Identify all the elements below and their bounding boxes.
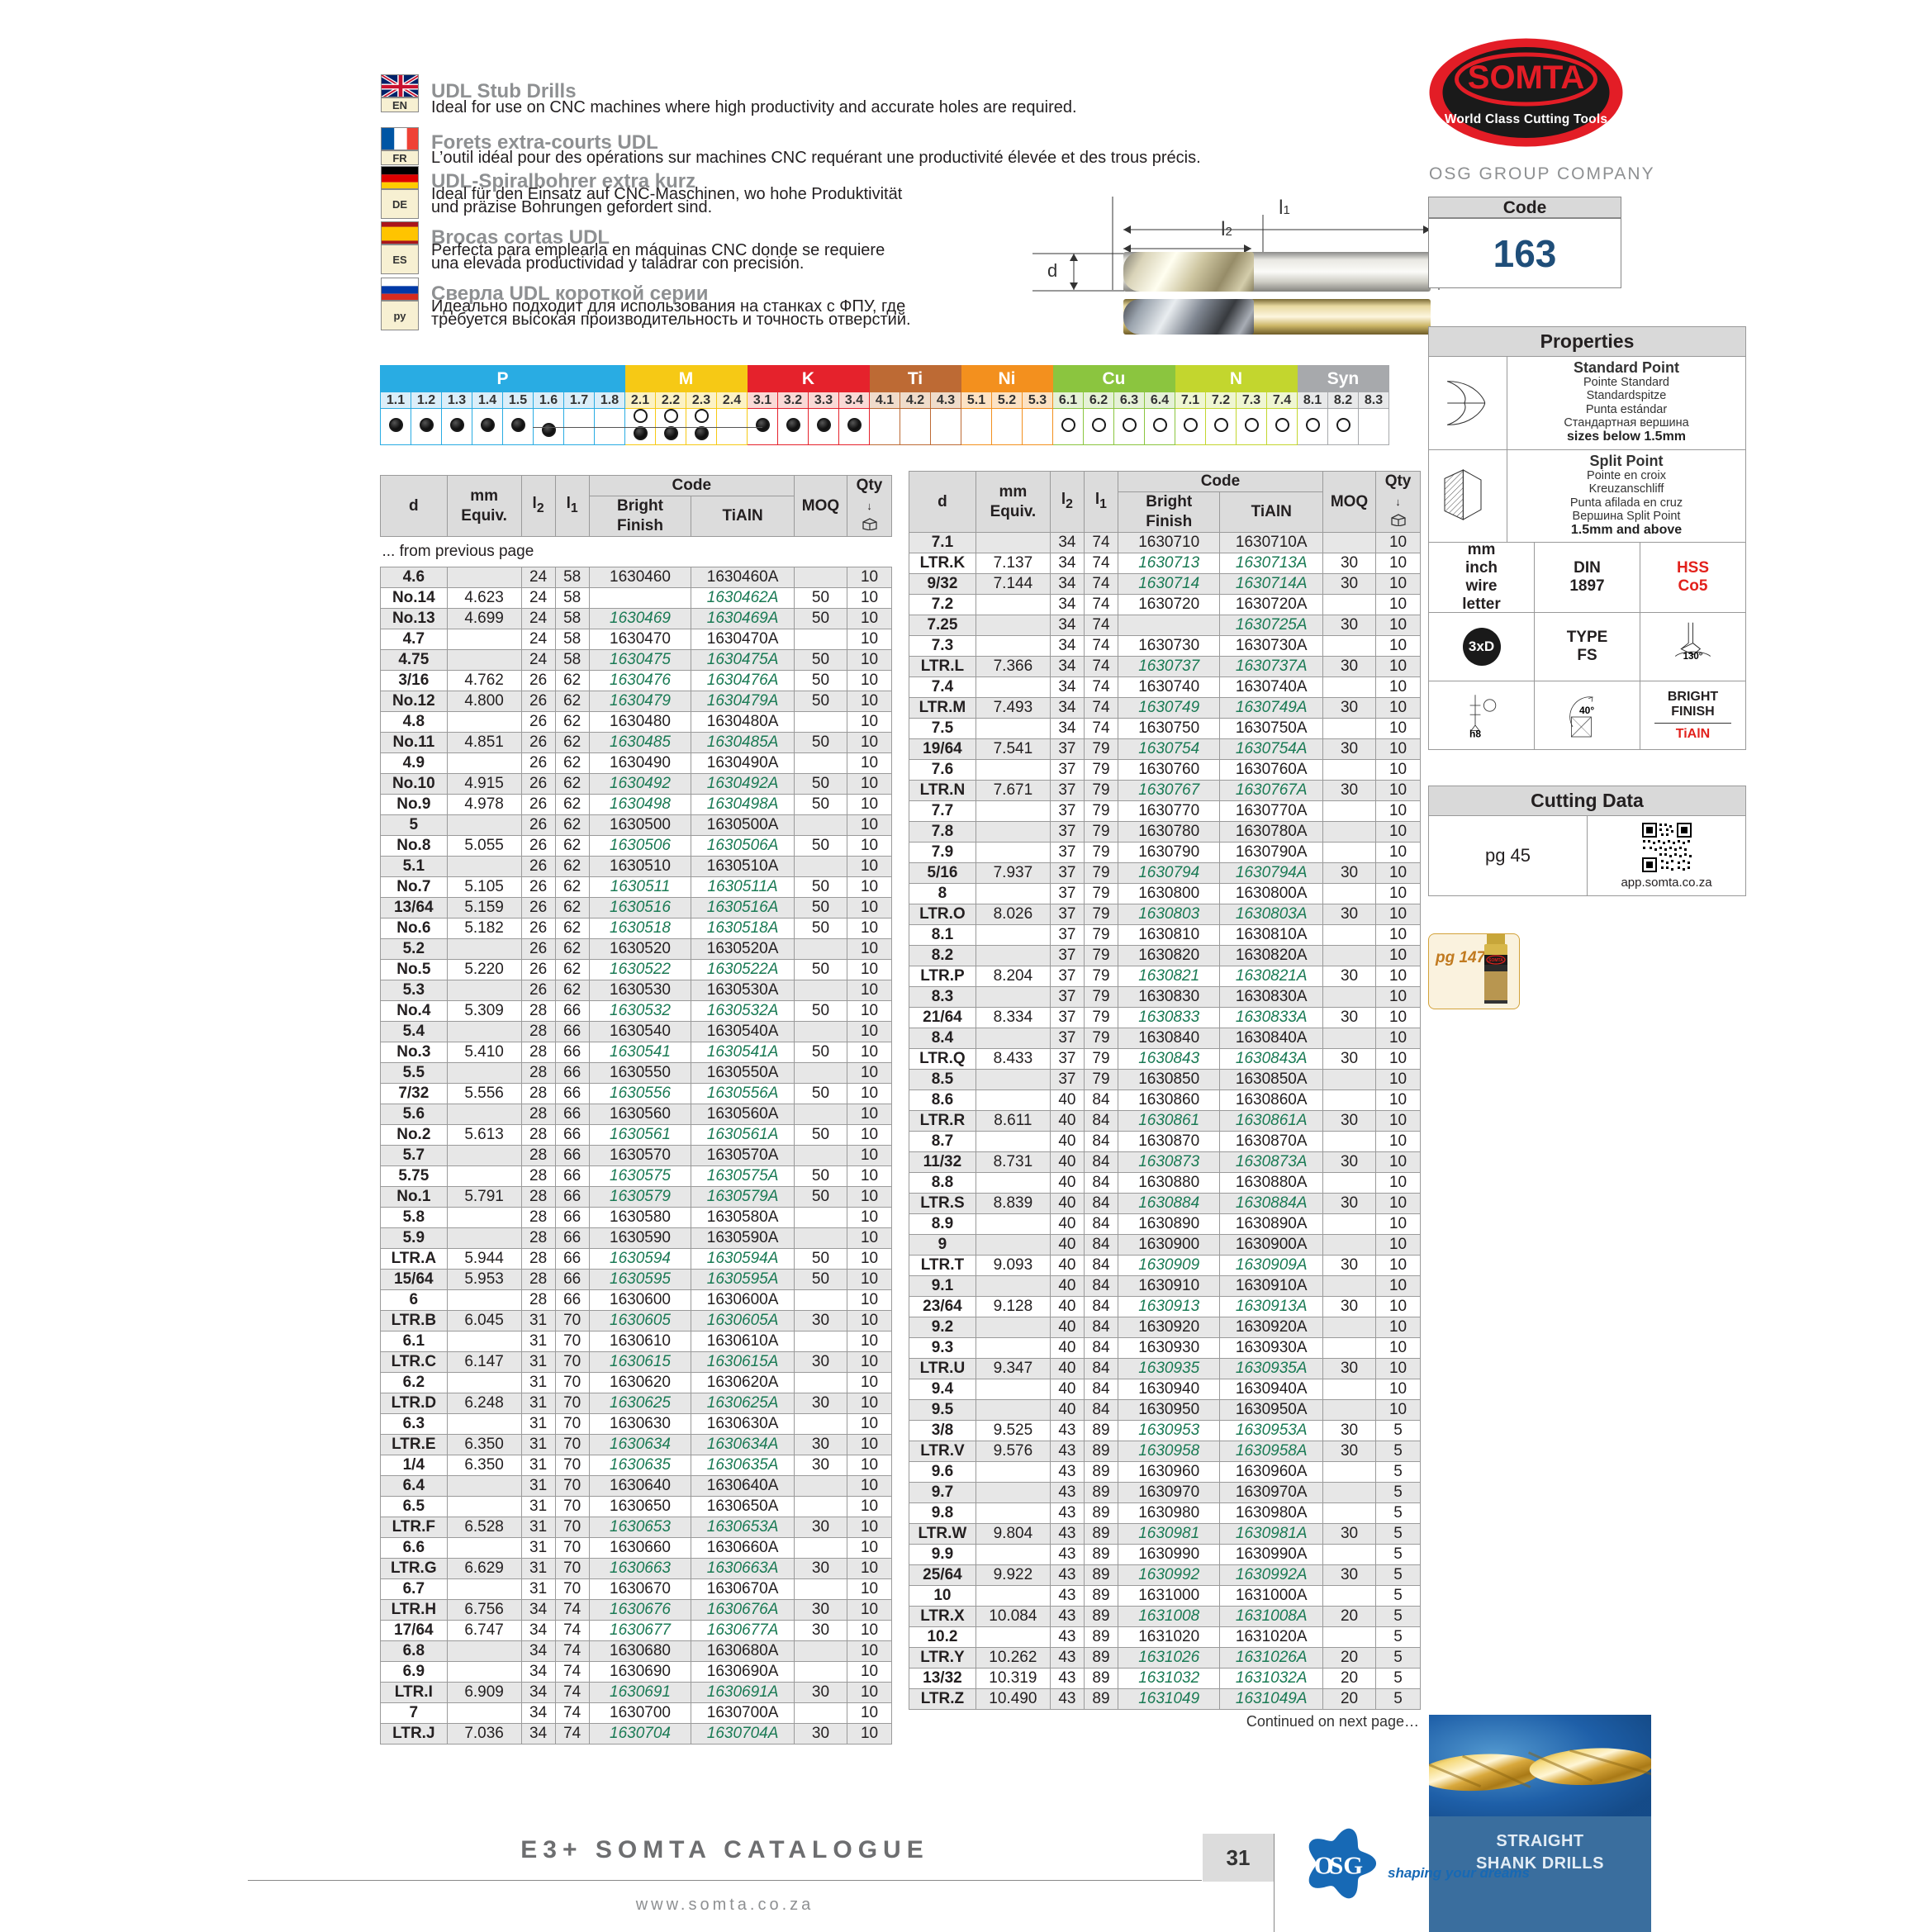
svg-text:SOMTA: SOMTA xyxy=(1468,59,1584,96)
svg-text:130°: 130° xyxy=(1683,652,1703,662)
svg-text:h8: h8 xyxy=(1469,728,1480,738)
svg-text:SG: SG xyxy=(1329,1851,1363,1879)
svg-text:SOMTA: SOMTA xyxy=(1488,958,1503,963)
svg-text:World Class Cutting Tools: World Class Cutting Tools xyxy=(1445,112,1607,126)
svg-text:40°: 40° xyxy=(1579,705,1594,716)
